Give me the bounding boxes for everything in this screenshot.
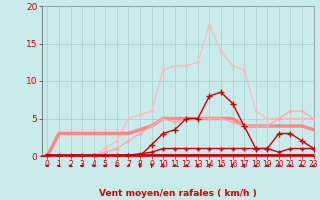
X-axis label: Vent moyen/en rafales ( km/h ): Vent moyen/en rafales ( km/h ) <box>99 189 256 198</box>
